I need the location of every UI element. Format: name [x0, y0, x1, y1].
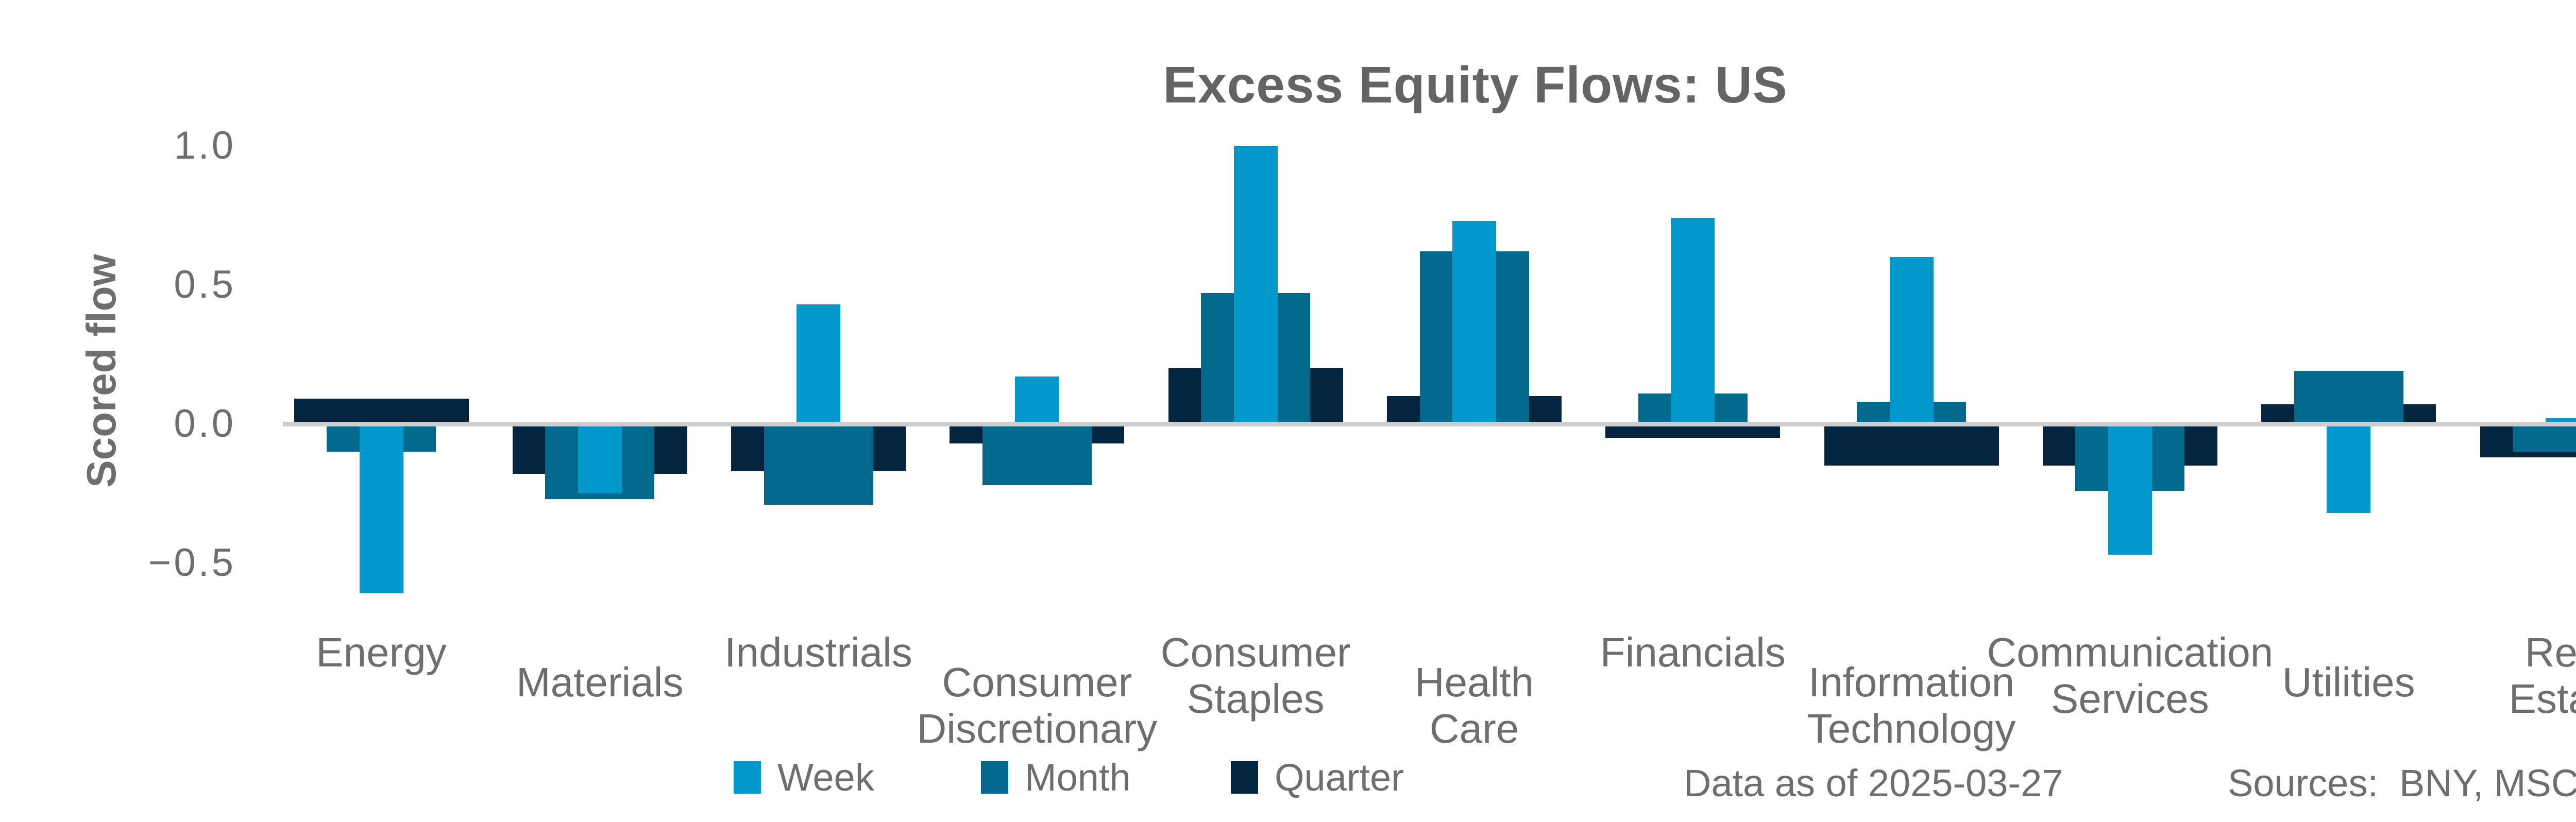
- week-bar-health-care: [1452, 220, 1496, 424]
- x-label-consumer-discretionary: Consumer Discretionary: [917, 659, 1158, 751]
- legend-swatch-month: [981, 761, 1008, 794]
- x-label-information-technology: Information Technology: [1807, 659, 2016, 751]
- legend-swatch-quarter: [1231, 761, 1258, 794]
- zero-axis-line: [283, 421, 2576, 426]
- legend-swatch-week: [734, 761, 761, 794]
- week-bar-materials: [578, 424, 622, 493]
- week-bar-utilities: [2327, 424, 2371, 513]
- legend-label-month: Month: [1025, 756, 1131, 799]
- y-tick-label: 0.0: [174, 402, 236, 446]
- x-label-financials: Financials: [1600, 629, 1786, 675]
- x-label-health-care: Health Care: [1414, 659, 1534, 751]
- week-bar-consumer-staples: [1233, 146, 1278, 424]
- chart-title: Excess Equity Flows: US: [1163, 56, 1788, 114]
- month-bar-real-estate: [2513, 424, 2576, 452]
- y-tick-label: −0.5: [148, 541, 236, 585]
- x-label-utilities: Utilities: [2282, 659, 2415, 705]
- x-label-materials: Materials: [516, 659, 684, 705]
- week-bar-industrials: [796, 304, 841, 424]
- quarter-bar-information-technology: [1824, 424, 1999, 466]
- month-bar-industrials: [764, 424, 873, 505]
- quarter-bar-financials: [1605, 424, 1781, 438]
- x-label-real-estate: Real Estate: [2509, 629, 2576, 722]
- legend-label-week: Week: [777, 756, 874, 799]
- week-bar-financials: [1671, 218, 1715, 424]
- x-label-communication-services: Communication Services: [1987, 629, 2274, 722]
- x-label-energy: Energy: [316, 629, 447, 675]
- month-bar-utilities: [2294, 371, 2403, 424]
- y-tick-label: 1.0: [174, 124, 236, 167]
- y-tick-label: 0.5: [174, 263, 236, 306]
- week-bar-consumer-discretionary: [1015, 376, 1059, 424]
- x-label-consumer-staples: Consumer Staples: [1160, 629, 1351, 722]
- legend-label-quarter: Quarter: [1275, 756, 1404, 799]
- data-as-of-note: Data as of 2025-03-27: [1684, 762, 2063, 804]
- legend-item-quarter: Quarter: [1231, 756, 1404, 799]
- week-bar-information-technology: [1889, 257, 1934, 424]
- sources-note: Sources: BNY, MSCI: [2228, 762, 2576, 804]
- month-bar-consumer-discretionary: [982, 424, 1092, 485]
- legend-item-month: Month: [981, 756, 1131, 799]
- week-bar-energy: [359, 424, 403, 594]
- legend-item-week: Week: [734, 756, 874, 799]
- quarter-bar-energy: [294, 399, 469, 424]
- x-label-industrials: Industrials: [724, 629, 912, 675]
- week-bar-communication-services: [2108, 424, 2152, 555]
- week-bar-real-estate: [2545, 418, 2576, 424]
